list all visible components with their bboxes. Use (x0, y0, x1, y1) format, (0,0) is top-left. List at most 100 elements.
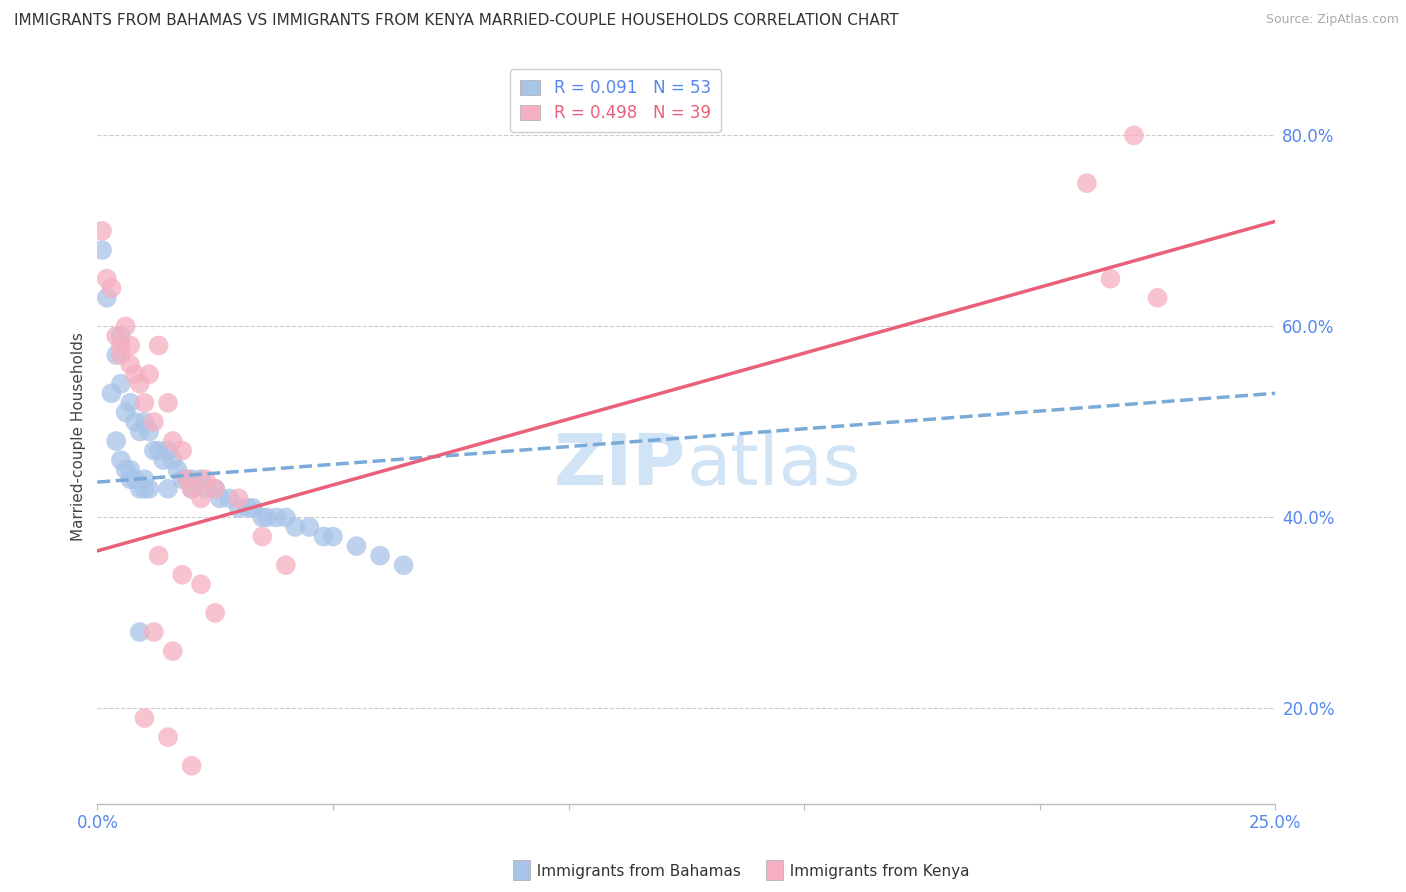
Point (105, 434, 128, 448)
Point (172, 443, 194, 458)
Point (134, 415, 156, 429)
Point (1076, 176, 1098, 190)
Point (148, 549, 170, 563)
Point (142, 625, 165, 640)
Text: Source: ZipAtlas.com: Source: ZipAtlas.com (1265, 13, 1399, 27)
Point (134, 472, 156, 486)
Point (124, 367, 146, 381)
Point (176, 472, 198, 486)
Point (162, 434, 184, 448)
Point (208, 491, 231, 506)
Point (157, 396, 180, 410)
Point (110, 348, 132, 362)
Text: Immigrants from Bahamas: Immigrants from Bahamas (527, 863, 741, 879)
Point (142, 443, 165, 458)
Point (218, 491, 240, 506)
Point (157, 443, 180, 458)
Point (148, 443, 170, 458)
Point (114, 463, 136, 477)
Point (96, 291, 118, 305)
Point (1146, 291, 1168, 305)
Point (138, 425, 160, 439)
Point (114, 319, 136, 334)
Point (128, 376, 150, 391)
Point (228, 491, 250, 506)
Text: atlas: atlas (686, 431, 860, 500)
Legend: R = 0.091   N = 53, R = 0.498   N = 39: R = 0.091 N = 53, R = 0.498 N = 39 (510, 70, 721, 132)
Point (128, 482, 150, 496)
Point (96, 271, 118, 285)
Point (252, 510, 274, 524)
Point (190, 577, 212, 591)
Point (162, 644, 184, 658)
Point (312, 530, 335, 544)
Point (91, 243, 114, 257)
Point (138, 367, 160, 381)
Point (180, 758, 202, 772)
Point (274, 510, 297, 524)
Point (110, 329, 132, 343)
Point (190, 491, 212, 506)
Point (1099, 271, 1122, 285)
Point (162, 453, 184, 467)
Point (120, 472, 142, 486)
Point (266, 510, 288, 524)
Point (176, 472, 198, 486)
Point (124, 472, 146, 486)
Point (134, 482, 156, 496)
Point (172, 472, 194, 486)
Point (346, 539, 368, 553)
Point (157, 730, 180, 744)
Point (120, 358, 142, 372)
Point (120, 396, 142, 410)
Point (368, 549, 391, 563)
Point (138, 482, 160, 496)
Point (194, 482, 217, 496)
Point (100, 386, 122, 401)
Point (1123, 128, 1146, 143)
Point (172, 567, 194, 582)
Point (274, 558, 297, 573)
Point (134, 396, 156, 410)
Point (100, 281, 122, 295)
Point (392, 558, 415, 573)
Point (236, 500, 259, 515)
Point (180, 482, 202, 496)
Point (228, 500, 250, 515)
Text: IMMIGRANTS FROM BAHAMAS VS IMMIGRANTS FROM KENYA MARRIED-COUPLE HOUSEHOLDS CORRE: IMMIGRANTS FROM BAHAMAS VS IMMIGRANTS FR… (14, 13, 898, 29)
Point (152, 453, 174, 467)
Point (120, 338, 142, 352)
Point (157, 482, 180, 496)
Point (256, 510, 278, 524)
Point (204, 482, 226, 496)
Point (148, 338, 170, 352)
Point (190, 472, 212, 486)
Point (298, 520, 321, 534)
Point (124, 415, 146, 429)
Point (204, 606, 226, 620)
Point (128, 625, 150, 640)
Point (134, 711, 156, 725)
Point (128, 425, 150, 439)
Point (204, 482, 226, 496)
Point (180, 482, 202, 496)
Point (120, 463, 142, 477)
Point (142, 415, 165, 429)
Point (242, 500, 264, 515)
Point (166, 463, 188, 477)
Point (110, 453, 132, 467)
Text: Immigrants from Kenya: Immigrants from Kenya (780, 863, 970, 879)
Point (284, 520, 307, 534)
Point (180, 472, 202, 486)
Text: ZIP: ZIP (554, 431, 686, 500)
Point (91, 224, 114, 238)
Point (194, 472, 217, 486)
Y-axis label: Married-couple Households: Married-couple Households (72, 332, 86, 541)
Point (252, 530, 274, 544)
Point (110, 338, 132, 352)
Point (114, 405, 136, 419)
Point (110, 376, 132, 391)
Point (105, 348, 128, 362)
Point (105, 329, 128, 343)
Point (322, 530, 344, 544)
